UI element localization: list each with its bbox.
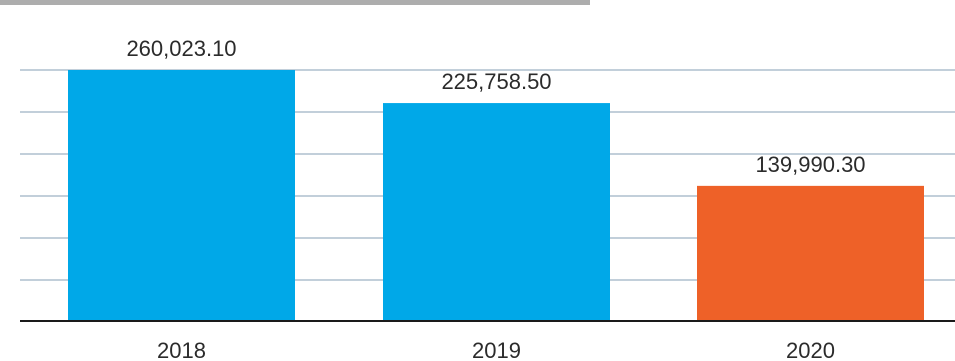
value-label-2020: 139,990.30 (755, 152, 865, 177)
x-tick-label-2020: 2020 (786, 338, 835, 361)
value-label-2019: 225,758.50 (441, 69, 551, 94)
x-tick-labels: 2018 2019 2020 (157, 338, 835, 361)
bar-2018 (68, 70, 295, 321)
value-labels: 260,023.10 225,758.50 139,990.30 (126, 36, 865, 177)
bars (68, 70, 924, 321)
x-tick-label-2019: 2019 (472, 338, 521, 361)
bar-2020 (697, 185, 924, 321)
cropped-title-fragment (0, 0, 590, 5)
bar-2019 (383, 103, 610, 321)
value-label-2018: 260,023.10 (126, 36, 236, 61)
x-tick-label-2018: 2018 (157, 338, 206, 361)
